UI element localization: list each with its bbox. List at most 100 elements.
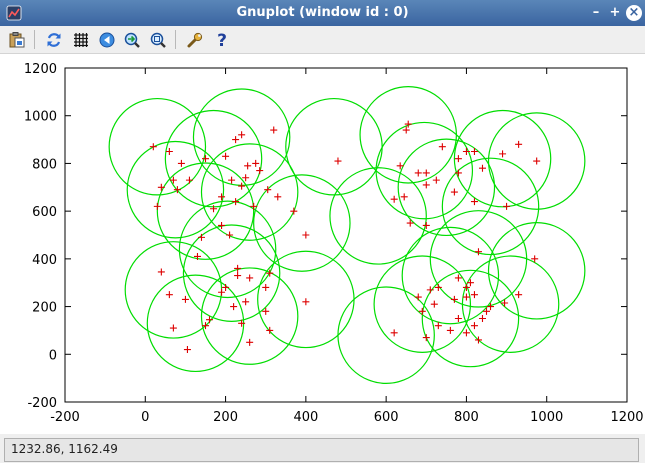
data-point — [250, 202, 258, 210]
zoom-fit-icon — [150, 32, 166, 48]
data-point — [454, 315, 462, 322]
data-point — [422, 334, 430, 342]
help-button[interactable]: ? — [211, 29, 233, 50]
data-point — [149, 143, 157, 151]
data-point — [438, 143, 446, 151]
y-tick-label: 1200 — [24, 62, 57, 77]
maximize-button[interactable]: + — [609, 5, 621, 20]
close-button[interactable]: × — [626, 5, 642, 21]
minimize-button[interactable]: – — [592, 5, 600, 20]
x-tick-label: 200 — [213, 410, 238, 425]
x-tick-label: 400 — [293, 410, 318, 425]
data-point — [404, 120, 412, 128]
copy-to-clipboard-button[interactable] — [6, 29, 28, 50]
data-point — [430, 300, 438, 308]
cluster-circle — [487, 112, 586, 210]
data-point — [434, 283, 442, 291]
data-point — [402, 126, 410, 134]
data-point — [266, 269, 274, 277]
status-box: 1232.86, 1162.49 — [4, 438, 639, 462]
plot-area[interactable]: -200 0 200 400 600 800 1000 1200 -200 0 200 400 600 8… — [0, 54, 645, 434]
data-point — [181, 295, 189, 303]
x-tick-label: 0 — [141, 410, 149, 425]
data-point — [206, 316, 214, 324]
data-point — [222, 283, 230, 291]
data-point — [470, 322, 478, 330]
zoom-forward-icon — [124, 32, 140, 48]
scatter-chart[interactable]: -200 0 200 400 600 800 1000 1200 -200 0 200 400 600 8… — [0, 54, 645, 434]
data-point — [414, 293, 422, 301]
data-point — [334, 157, 342, 165]
data-point — [202, 155, 209, 163]
data-point — [400, 193, 408, 201]
data-point — [246, 338, 254, 346]
data-point — [264, 186, 272, 194]
data-point — [228, 176, 236, 184]
plot-frame — [64, 67, 628, 403]
previous-zoom-button[interactable] — [96, 29, 118, 50]
data-point — [406, 219, 414, 227]
data-point — [470, 198, 478, 206]
cluster-circle — [487, 222, 586, 320]
data-point — [432, 176, 440, 184]
y-tick-label: -200 — [27, 396, 57, 411]
clipboard-icon — [9, 32, 25, 48]
data-point — [210, 205, 218, 213]
cluster-circle — [108, 97, 207, 196]
data-point — [290, 207, 298, 215]
data-point — [515, 140, 523, 148]
data-point — [262, 283, 270, 291]
cluster-circle — [253, 174, 351, 272]
cluster-circle — [156, 162, 255, 260]
cluster-circle — [164, 109, 263, 208]
data-point — [238, 131, 246, 139]
data-point — [169, 176, 177, 184]
x-tick-label: -200 — [50, 410, 80, 425]
title-bar[interactable]: Gnuplot (window id : 0) – + × — [0, 0, 645, 26]
data-point — [454, 274, 462, 282]
cluster-circle — [329, 167, 427, 265]
svg-text:?: ? — [217, 31, 227, 49]
data-point — [230, 303, 238, 311]
data-point — [238, 319, 246, 327]
data-point — [503, 202, 511, 210]
data-point — [173, 186, 181, 194]
toolbar: ? — [0, 26, 645, 54]
help-icon: ? — [217, 31, 227, 49]
data-point — [193, 252, 201, 260]
data-point — [450, 188, 458, 196]
window-title: Gnuplot (window id : 0) — [236, 5, 409, 20]
mouse-coordinates: 1232.86, 1162.49 — [11, 442, 118, 456]
cluster-circle — [178, 200, 277, 299]
data-point — [218, 221, 226, 229]
data-point — [274, 193, 282, 201]
data-point — [462, 148, 470, 155]
data-point — [183, 346, 191, 354]
y-tick-label: 200 — [32, 301, 57, 316]
replot-button[interactable] — [43, 29, 65, 50]
data-point — [474, 248, 482, 256]
gnuplot-app-icon — [6, 5, 22, 21]
wrench-icon — [187, 32, 203, 48]
data-point — [446, 326, 454, 334]
options-button[interactable] — [184, 29, 206, 50]
data-point — [478, 315, 486, 322]
data-point — [153, 202, 161, 210]
data-point — [197, 233, 205, 241]
toggle-grid-button[interactable] — [70, 29, 92, 50]
data-point — [232, 198, 240, 206]
data-point — [226, 231, 234, 239]
next-zoom-button[interactable] — [121, 29, 143, 50]
data-point — [531, 255, 539, 263]
y-tick-label: 1000 — [24, 110, 57, 125]
data-point — [218, 288, 226, 296]
data-point — [185, 176, 193, 184]
data-point — [470, 148, 478, 155]
data-point — [434, 322, 442, 330]
autoscale-button[interactable] — [147, 29, 169, 50]
data-point — [165, 148, 173, 155]
data-point — [422, 221, 430, 229]
refresh-icon — [47, 33, 61, 47]
cluster-circle — [461, 255, 560, 353]
data-point — [470, 291, 478, 299]
